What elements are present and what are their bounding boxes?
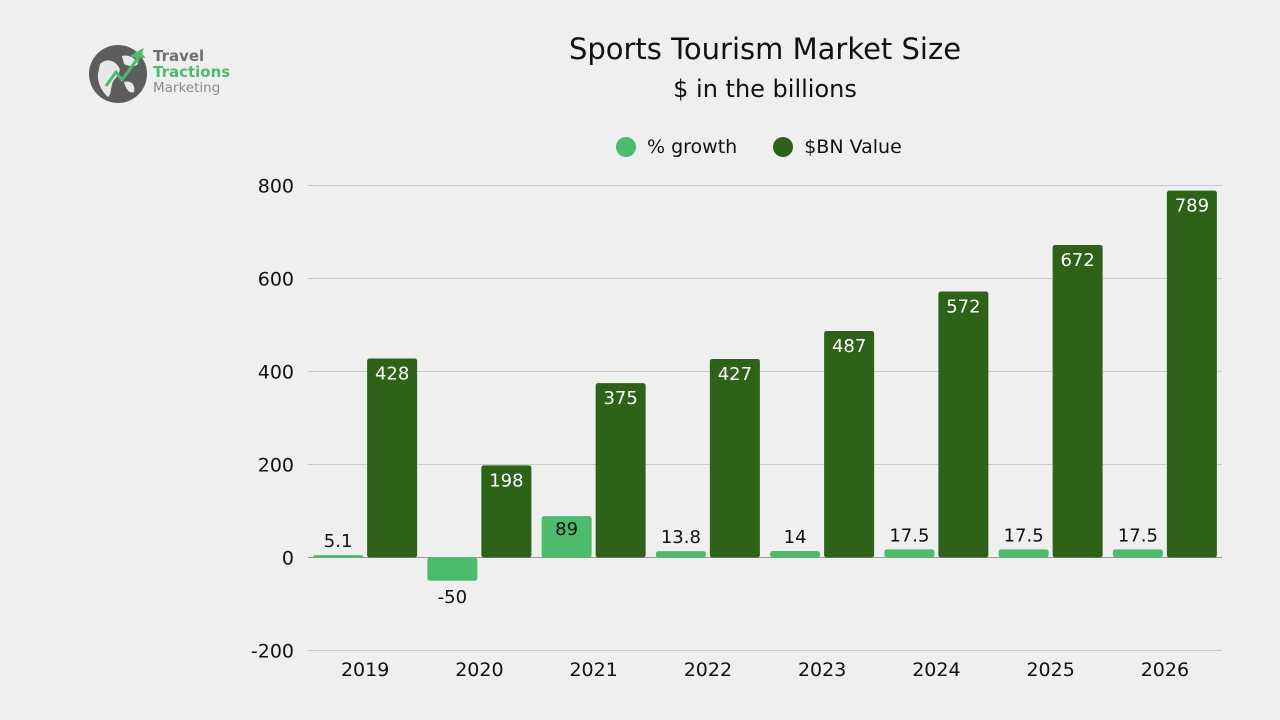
x-tick-label: 2020 [455,659,503,681]
x-tick-label: 2026 [1141,659,1189,681]
bar-growth [313,555,364,558]
y-tick-label: 800 [258,176,294,198]
bar-growth [884,549,935,558]
bar-value [481,465,532,558]
legend-swatch-value [773,137,794,157]
data-label-value: 572 [946,297,980,318]
y-tick-label: 600 [258,269,294,291]
bar-value [824,331,875,558]
bar-growth [427,557,478,581]
bar-growth [655,551,706,558]
legend-item-value: $BN Value [773,136,902,158]
x-tick-label: 2021 [569,659,617,681]
bar-value [709,358,760,558]
x-tick-label: 2022 [684,659,732,681]
data-label-growth: 17.5 [889,525,929,546]
data-label-value: 672 [1060,250,1094,271]
x-tick-label: 2019 [341,659,389,681]
brand-logo: Travel Tractions Marketing [88,42,248,104]
legend-item-growth: % growth [616,136,737,158]
y-tick-label: 0 [282,548,294,570]
data-label-growth: 14 [784,527,807,548]
legend-label-value: $BN Value [804,136,902,158]
y-tick-label: 200 [258,455,294,477]
chart-title: Sports Tourism Market Size [568,32,962,66]
x-tick-label: 2023 [798,659,846,681]
bar-value [1052,245,1103,558]
data-label-value: 375 [603,388,637,409]
x-tick-label: 2024 [912,659,960,681]
chart-subtitle: $ in the billions [673,75,857,103]
data-label-growth: 17.5 [1118,525,1158,546]
data-label-growth: -50 [438,587,467,608]
chart-legend: % growth $BN Value [616,136,902,158]
data-label-value: 198 [489,470,523,491]
data-label-value: 427 [718,364,752,385]
legend-label-growth: % growth [647,136,738,158]
globe-plane-icon [89,45,147,103]
x-tick-label: 2025 [1026,659,1074,681]
data-label-value: 789 [1175,196,1209,217]
data-label-growth: 89 [555,519,578,540]
bar-growth [541,516,592,558]
bar-value [367,358,418,558]
logo-line-2: Tractions [153,63,231,81]
bar-value [1166,190,1217,558]
bar-value [595,383,646,558]
data-label-growth: 5.1 [324,531,353,552]
logo-line-1: Travel [153,47,205,65]
y-tick-label: 400 [258,362,294,384]
bar-growth [998,549,1049,558]
data-label-value: 428 [375,363,409,384]
bar-value [938,291,989,558]
logo-line-3: Marketing [153,80,221,96]
y-tick-label: -200 [251,641,294,663]
bar-growth [1112,549,1163,558]
legend-swatch-growth [616,137,636,157]
data-label-growth: 17.5 [1004,525,1044,546]
data-label-value: 487 [832,336,866,357]
data-label-growth: 13.8 [661,527,701,548]
bar-growth [770,550,821,558]
